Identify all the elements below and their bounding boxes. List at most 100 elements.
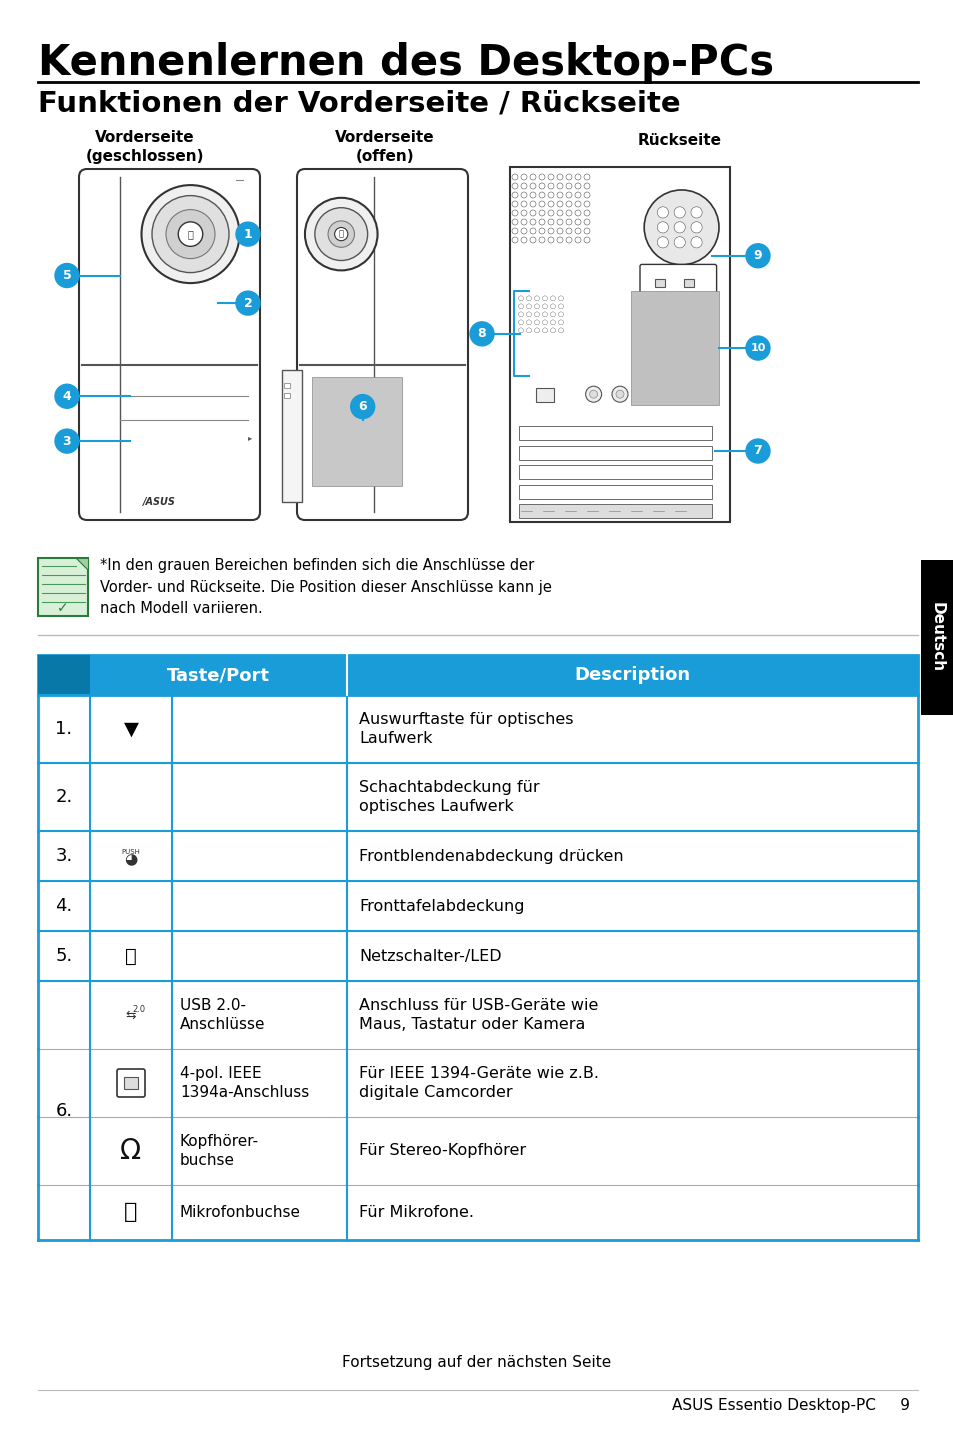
Circle shape [542, 303, 547, 309]
Circle shape [512, 237, 517, 243]
Circle shape [575, 174, 580, 180]
Bar [284, 393, 290, 398]
Circle shape [547, 193, 554, 198]
Circle shape [550, 312, 555, 316]
Circle shape [557, 183, 562, 188]
Circle shape [520, 229, 526, 234]
Circle shape [530, 229, 536, 234]
Circle shape [575, 237, 580, 243]
Circle shape [558, 319, 563, 325]
Text: 3.: 3. [55, 847, 72, 866]
Circle shape [565, 219, 572, 224]
Text: ⏻: ⏻ [188, 229, 193, 239]
Text: ✓: ✓ [57, 601, 69, 615]
Bar [518, 446, 712, 460]
Circle shape [534, 328, 539, 332]
FancyBboxPatch shape [38, 558, 88, 615]
Circle shape [518, 312, 523, 316]
Circle shape [616, 390, 623, 398]
Text: 4.: 4. [55, 897, 72, 915]
Circle shape [55, 263, 79, 288]
Circle shape [557, 237, 562, 243]
Circle shape [235, 290, 260, 315]
Bar [284, 383, 290, 388]
Text: Kennenlernen des Desktop-PCs: Kennenlernen des Desktop-PCs [38, 42, 773, 83]
Text: 2.: 2. [55, 788, 72, 807]
Text: ⏻: ⏻ [338, 230, 343, 239]
Bar [536, 388, 554, 403]
Circle shape [575, 193, 580, 198]
Circle shape [745, 336, 769, 360]
Circle shape [542, 312, 547, 316]
Circle shape [565, 174, 572, 180]
Bar [518, 505, 712, 519]
Circle shape [518, 303, 523, 309]
Circle shape [520, 201, 526, 207]
Circle shape [314, 207, 367, 260]
Text: 5: 5 [63, 269, 71, 282]
Circle shape [583, 193, 589, 198]
Text: ASUS Essentio Desktop-PC     9: ASUS Essentio Desktop-PC 9 [671, 1398, 909, 1414]
Circle shape [557, 210, 562, 216]
Text: 8: 8 [477, 328, 486, 341]
Circle shape [526, 319, 531, 325]
Circle shape [542, 296, 547, 301]
Circle shape [518, 296, 523, 301]
Circle shape [538, 174, 544, 180]
FancyBboxPatch shape [117, 1068, 145, 1097]
Circle shape [530, 210, 536, 216]
Text: PUSH: PUSH [121, 848, 140, 856]
Circle shape [305, 198, 377, 270]
Circle shape [520, 237, 526, 243]
Circle shape [585, 387, 601, 403]
Circle shape [55, 429, 79, 453]
Circle shape [470, 322, 494, 347]
Circle shape [512, 210, 517, 216]
Bar [518, 485, 712, 499]
Circle shape [557, 229, 562, 234]
Circle shape [547, 210, 554, 216]
Circle shape [557, 201, 562, 207]
FancyBboxPatch shape [312, 377, 402, 486]
Text: 9: 9 [753, 249, 761, 262]
Circle shape [530, 193, 536, 198]
Circle shape [550, 328, 555, 332]
Text: Vorderseite
(geschlossen): Vorderseite (geschlossen) [86, 129, 204, 164]
FancyBboxPatch shape [630, 292, 719, 406]
Circle shape [558, 328, 563, 332]
Text: 2.0: 2.0 [132, 1005, 146, 1014]
Circle shape [557, 193, 562, 198]
Text: ▸: ▸ [248, 433, 252, 441]
Circle shape [534, 303, 539, 309]
Circle shape [690, 221, 701, 233]
Circle shape [542, 319, 547, 325]
Circle shape [583, 210, 589, 216]
Text: 3: 3 [63, 434, 71, 447]
Text: 6: 6 [358, 400, 367, 413]
Circle shape [643, 190, 719, 265]
Circle shape [141, 186, 239, 283]
Circle shape [512, 174, 517, 180]
Text: Frontblendenabdeckung drücken: Frontblendenabdeckung drücken [358, 848, 623, 863]
Circle shape [547, 174, 554, 180]
Circle shape [575, 210, 580, 216]
Circle shape [538, 219, 544, 224]
Text: Für Stereo-Kopfhörer: Für Stereo-Kopfhörer [358, 1143, 525, 1159]
Circle shape [530, 201, 536, 207]
Circle shape [520, 174, 526, 180]
Text: Fortsetzung auf der nächsten Seite: Fortsetzung auf der nächsten Seite [342, 1355, 611, 1370]
Circle shape [534, 296, 539, 301]
Circle shape [583, 219, 589, 224]
Circle shape [583, 174, 589, 180]
Text: 🎤: 🎤 [124, 1202, 137, 1222]
FancyBboxPatch shape [124, 1077, 138, 1089]
Circle shape [565, 229, 572, 234]
Text: Netzschalter-/LED: Netzschalter-/LED [358, 949, 501, 963]
FancyBboxPatch shape [38, 654, 90, 695]
Text: Description: Description [574, 666, 690, 684]
Text: 10: 10 [749, 344, 765, 354]
Circle shape [512, 201, 517, 207]
Circle shape [178, 221, 203, 246]
Text: USB 2.0-
Anschlüsse: USB 2.0- Anschlüsse [180, 998, 265, 1032]
Circle shape [538, 201, 544, 207]
